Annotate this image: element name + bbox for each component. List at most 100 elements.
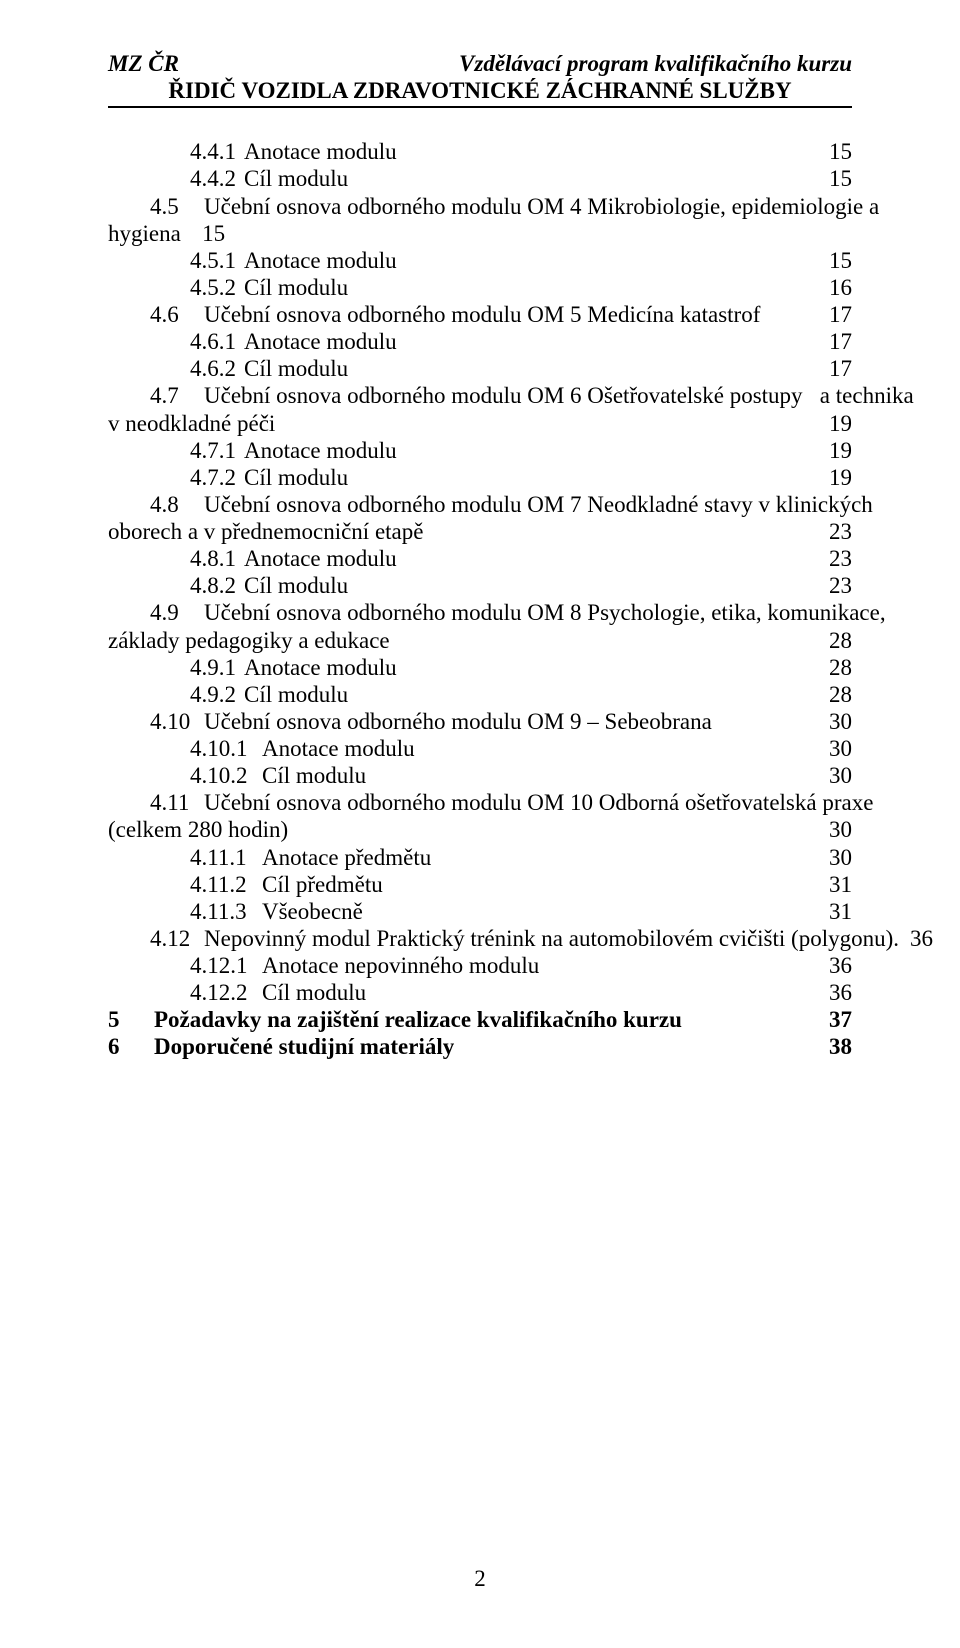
toc-label: Doporučené studijní materiály	[154, 1033, 458, 1060]
toc-label: Anotace nepovinného modulu	[262, 952, 543, 979]
toc-row: 4.11.3Všeobecně 31	[108, 898, 852, 925]
toc-page: 36	[822, 952, 852, 979]
toc-label: Anotace předmětu	[262, 844, 435, 871]
header-right: Vzdělávací program kvalifikačního kurzu	[459, 50, 852, 77]
toc-page: 30	[822, 762, 852, 789]
toc-label: Cíl modulu	[244, 165, 352, 192]
toc-label: Cíl modulu	[244, 274, 352, 301]
toc-row: 5Požadavky na zajištění realizace kvalif…	[108, 1006, 852, 1033]
toc-label: Anotace modulu	[244, 545, 401, 572]
toc-page: 23	[822, 572, 852, 599]
toc-number: 4.4.2	[190, 165, 244, 192]
toc-label: Anotace modulu	[262, 735, 419, 762]
toc-row: 4.7.1Anotace modulu19	[108, 437, 852, 464]
toc-number: 4.7.1	[190, 437, 244, 464]
toc-page: 30	[822, 708, 852, 735]
toc-label: v neodkladné péči	[108, 410, 279, 437]
toc-row: 4.5Učební osnova odborného modulu OM 4 M…	[108, 193, 852, 220]
toc-row: 4.9.1Anotace modulu28	[108, 654, 852, 681]
toc-row: 4.9.2Cíl modulu28	[108, 681, 852, 708]
toc-page: 28	[822, 627, 852, 654]
toc-row: oborech a v přednemocniční etapě 23	[108, 518, 852, 545]
toc-number: 4.10.2	[190, 762, 262, 789]
toc-label: (celkem 280 hodin)	[108, 816, 292, 843]
toc-row: 4.10.1Anotace modulu 30	[108, 735, 852, 762]
toc-number: 4.7	[150, 382, 204, 409]
toc-number: 4.9.2	[190, 681, 244, 708]
toc-number: 4.9	[150, 599, 204, 626]
toc-label: Učební osnova odborného modulu OM 5 Medi…	[204, 301, 764, 328]
toc-label: Cíl modulu	[262, 762, 370, 789]
toc-number: 4.11.3	[190, 898, 262, 925]
toc-number: 4.6.1	[190, 328, 244, 355]
toc-number: 4.5.2	[190, 274, 244, 301]
toc-number: 4.6.2	[190, 355, 244, 382]
toc-label: Cíl modulu	[244, 355, 352, 382]
toc-number: 4.10	[150, 708, 204, 735]
toc-row: 4.8.1Anotace modulu23	[108, 545, 852, 572]
toc-row: hygiena 15	[108, 220, 852, 247]
toc-number: 4.11.1	[190, 844, 262, 871]
toc-page: 37	[822, 1006, 852, 1033]
page-header: MZ ČR Vzdělávací program kvalifikačního …	[108, 50, 852, 108]
toc-number: 4.12.1	[190, 952, 262, 979]
toc-number: 4.12	[150, 925, 204, 952]
toc-row: 4.7.2Cíl modulu19	[108, 464, 852, 491]
toc-row: 4.6.2Cíl modulu 17	[108, 355, 852, 382]
toc-label: Cíl modulu	[262, 979, 370, 1006]
toc-row: 4.8.2Cíl modulu23	[108, 572, 852, 599]
toc-page: 23	[822, 518, 852, 545]
header-left: MZ ČR	[108, 50, 179, 77]
toc-page: 15	[185, 220, 229, 247]
toc-row: 4.11Učební osnova odborného modulu OM 10…	[108, 789, 852, 816]
toc-number: 4.11.2	[190, 871, 262, 898]
toc-label: Anotace modulu	[244, 247, 401, 274]
toc-label: Učební osnova odborného modulu OM 10 Odb…	[204, 789, 877, 816]
toc-number: 5	[108, 1006, 154, 1033]
toc-row: 4.9Učební osnova odborného modulu OM 8 P…	[108, 599, 852, 626]
toc-row: 4.5.2Cíl modulu 16	[108, 274, 852, 301]
toc-page: 28	[822, 654, 852, 681]
toc-label: oborech a v přednemocniční etapě	[108, 518, 427, 545]
toc-label: Anotace modulu	[244, 437, 401, 464]
toc-label: Učební osnova odborného modulu OM 8 Psyc…	[204, 599, 890, 626]
toc-row: 4.12Nepovinný modul Praktický trénink na…	[108, 925, 852, 952]
table-of-contents: 4.4.1Anotace modulu154.4.2Cíl modulu154.…	[108, 138, 852, 1060]
toc-label: Anotace modulu	[244, 328, 401, 355]
toc-row: 4.12.1Anotace nepovinného modulu 36	[108, 952, 852, 979]
toc-number: 4.6	[150, 301, 204, 328]
toc-number: 4.5	[150, 193, 204, 220]
toc-page: 17	[822, 355, 852, 382]
toc-label: Všeobecně	[262, 898, 367, 925]
toc-label: základy pedagogiky a edukace	[108, 627, 394, 654]
toc-label: Cíl modulu	[244, 464, 352, 491]
toc-label: Požadavky na zajištění realizace kvalifi…	[154, 1006, 686, 1033]
toc-page: 31	[822, 898, 852, 925]
toc-row: (celkem 280 hodin)30	[108, 816, 852, 843]
toc-number: 4.8	[150, 491, 204, 518]
document-page: MZ ČR Vzdělávací program kvalifikačního …	[0, 0, 960, 1648]
toc-label: Nepovinný modul Praktický trénink na aut…	[204, 925, 903, 952]
toc-number: 4.11	[150, 789, 204, 816]
toc-row: 4.6.1Anotace modulu17	[108, 328, 852, 355]
toc-page: 30	[822, 735, 852, 762]
toc-number: 4.7.2	[190, 464, 244, 491]
toc-page: 15	[822, 247, 852, 274]
toc-row: v neodkladné péči19	[108, 410, 852, 437]
toc-number: 4.9.1	[190, 654, 244, 681]
toc-label: Učební osnova odborného modulu OM 6 Ošet…	[204, 382, 918, 409]
toc-row: 4.12.2Cíl modulu36	[108, 979, 852, 1006]
header-row-1: MZ ČR Vzdělávací program kvalifikačního …	[108, 50, 852, 77]
toc-page: 30	[822, 844, 852, 871]
toc-number: 4.10.1	[190, 735, 262, 762]
toc-row: 4.10Učební osnova odborného modulu OM 9 …	[108, 708, 852, 735]
toc-row: 4.6Učební osnova odborného modulu OM 5 M…	[108, 301, 852, 328]
page-number: 2	[0, 1565, 960, 1592]
toc-page: 16	[822, 274, 852, 301]
toc-page: 17	[822, 301, 852, 328]
toc-label: Cíl modulu	[244, 681, 352, 708]
toc-label: hygiena	[108, 220, 185, 247]
toc-row: 4.7Učební osnova odborného modulu OM 6 O…	[108, 382, 852, 409]
toc-page: 36	[822, 979, 852, 1006]
toc-row: 4.11.1Anotace předmětu 30	[108, 844, 852, 871]
